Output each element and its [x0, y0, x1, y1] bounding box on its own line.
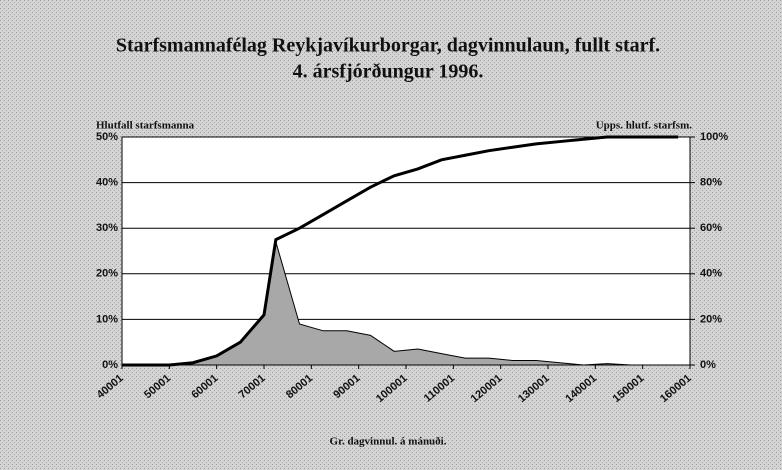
chart-subtitle: 4. ársfjórðungur 1996. — [293, 61, 484, 83]
y-tick-label: 10% — [96, 313, 118, 325]
x-axis-label: Gr. dagvinnul. á mánuði. — [330, 436, 447, 448]
y2-axis-label: Upps. hlutf. starfsm. — [596, 120, 693, 132]
y-tick-label: 20% — [96, 268, 118, 280]
y-tick-label: 30% — [96, 222, 118, 234]
chart-title: Starfsmannafélag Reykjavíkurborgar, dagv… — [116, 35, 660, 57]
plot-border — [121, 136, 691, 366]
y2-tick-label: 80% — [700, 177, 722, 189]
y2-tick-label: 20% — [700, 313, 722, 325]
y-axis-label: Hlutfall starfsmanna — [96, 120, 195, 132]
y2-tick-label: 40% — [700, 268, 722, 280]
y-tick-label: 0% — [102, 359, 118, 371]
y2-tick-label: 100% — [700, 131, 728, 143]
y2-tick-label: 0% — [700, 359, 716, 371]
plot-area — [122, 137, 690, 365]
cumulative-line — [122, 135, 679, 367]
y-tick-label: 50% — [96, 131, 118, 143]
y-tick-label: 40% — [96, 177, 118, 189]
y2-tick-label: 60% — [700, 222, 722, 234]
